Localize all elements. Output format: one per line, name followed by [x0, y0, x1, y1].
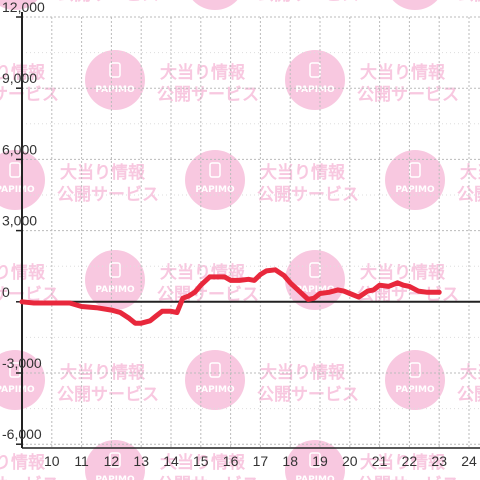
watermark-logo-text: PAPIMO	[395, 185, 435, 195]
y-tick-label: 0	[2, 284, 10, 300]
y-tick-label: -3,000	[2, 355, 42, 371]
watermark-logo-icon	[209, 162, 221, 178]
watermark-logo-text: PAPIMO	[0, 385, 35, 395]
watermark-logo-text: PAPIMO	[295, 85, 335, 95]
x-tick-label: 13	[133, 453, 149, 469]
watermark-logo-icon	[109, 262, 121, 278]
grid-layer	[22, 16, 480, 448]
x-tick-label: 22	[402, 453, 418, 469]
watermark-line1: 大当り情報	[360, 452, 446, 473]
watermark-line2: 公開サービス	[57, 0, 159, 5]
watermark-line2: 公開サービス	[357, 85, 459, 105]
y-tick-label: 9,000	[2, 70, 37, 86]
x-tick-label: 11	[74, 453, 89, 469]
watermark-logo-text: PAPIMO	[95, 285, 135, 295]
watermark-line2: 公開サービス	[0, 85, 59, 105]
watermark-line2: 公開サービス	[457, 185, 480, 205]
watermark-line1: 大当り情報	[160, 452, 246, 473]
x-tick-label: 14	[163, 453, 179, 469]
label-layer: 10 11 12 13 14 15 16 17 18 19 20 21 22 23 24 -6,000 -3,0…	[2, 0, 477, 469]
watermark-logo-circle	[285, 440, 345, 480]
watermark-logo-text: PAPIMO	[195, 185, 235, 195]
profit-series-line	[19, 267, 442, 326]
line-layer	[19, 267, 442, 326]
watermark-logo-icon	[309, 452, 321, 468]
watermark-logo-icon	[209, 362, 221, 378]
x-tick-label: 21	[372, 453, 388, 469]
watermark-logo-circle	[385, 350, 445, 410]
watermark-logo-text: PAPIMO	[295, 285, 335, 295]
watermark-line2: 公開サービス	[157, 85, 259, 105]
x-tick-label: 23	[431, 453, 447, 469]
x-tick-label: 18	[282, 453, 298, 469]
watermark-line1: 大当り情報	[360, 262, 446, 283]
watermark-logo-text: PAPIMO	[395, 385, 435, 395]
x-tick-label: 15	[193, 453, 209, 469]
watermark-logo-circle	[285, 50, 345, 110]
watermark-line2: 公開サービス	[457, 385, 480, 405]
watermark-logo-icon	[409, 162, 421, 178]
watermark-line2: 公開サービス	[257, 0, 359, 5]
watermark-line2: 公開サービス	[0, 475, 59, 480]
y-tick-label: 3,000	[2, 213, 37, 229]
watermark-logo-circle	[0, 0, 38, 10]
watermark-logo-text: PAPIMO	[0, 185, 35, 195]
y-tick-label: -6,000	[2, 426, 42, 442]
watermark-line2: 公開サービス	[157, 475, 259, 480]
x-tick-label: 19	[312, 453, 328, 469]
watermark-logo-circle	[185, 350, 245, 410]
watermark-logo-icon	[109, 452, 121, 468]
x-tick-label: 12	[104, 453, 120, 469]
x-tick-label: 17	[253, 453, 269, 469]
watermark-line2: 公開サービス	[57, 385, 159, 405]
watermark-line2: 公開サービス	[257, 385, 359, 405]
watermark-line2: 公開サービス	[357, 475, 459, 480]
x-tick-label: 24	[461, 453, 477, 469]
y-tick-label: 12,000	[2, 0, 45, 15]
watermark-line2: 公開サービス	[0, 285, 59, 305]
watermark-line1: 大当り情報	[360, 62, 446, 83]
watermark-line2: 公開サービス	[257, 185, 359, 205]
y-tick-label: 6,000	[2, 141, 37, 157]
watermark-line2: 公開サービス	[57, 185, 159, 205]
watermark-logo-circle	[85, 440, 145, 480]
watermark-logo-circle	[85, 250, 145, 310]
x-tick-label: 10	[44, 453, 60, 469]
watermark-line1: 大当り情報	[160, 62, 246, 83]
watermark-logo-text: PAPIMO	[95, 475, 135, 480]
axis-layer	[16, 12, 480, 449]
watermark-logo-text: PAPIMO	[295, 475, 335, 480]
watermark-line2: 公開サービス	[457, 0, 480, 5]
watermark-logo-icon	[9, 362, 21, 378]
watermark-logo-text: PAPIMO	[95, 85, 135, 95]
watermark-logo-circle	[192, 0, 238, 10]
watermark-logo-text: PAPIMO	[195, 385, 235, 395]
watermark-line1: 大当り情報	[260, 162, 346, 183]
watermark-logo-icon	[9, 162, 21, 178]
x-tick-label: 20	[342, 453, 358, 469]
watermark-line1: 大当り情報	[460, 162, 480, 183]
watermark-logo-circle	[392, 0, 438, 10]
watermark-logo-icon	[409, 362, 421, 378]
watermark-line1: 大当り情報	[0, 452, 46, 473]
x-tick-label: 16	[223, 453, 239, 469]
watermark-line1: 大当り情報	[60, 162, 146, 183]
watermark-logo-icon	[109, 62, 121, 78]
watermark-logo-circle	[85, 50, 145, 110]
